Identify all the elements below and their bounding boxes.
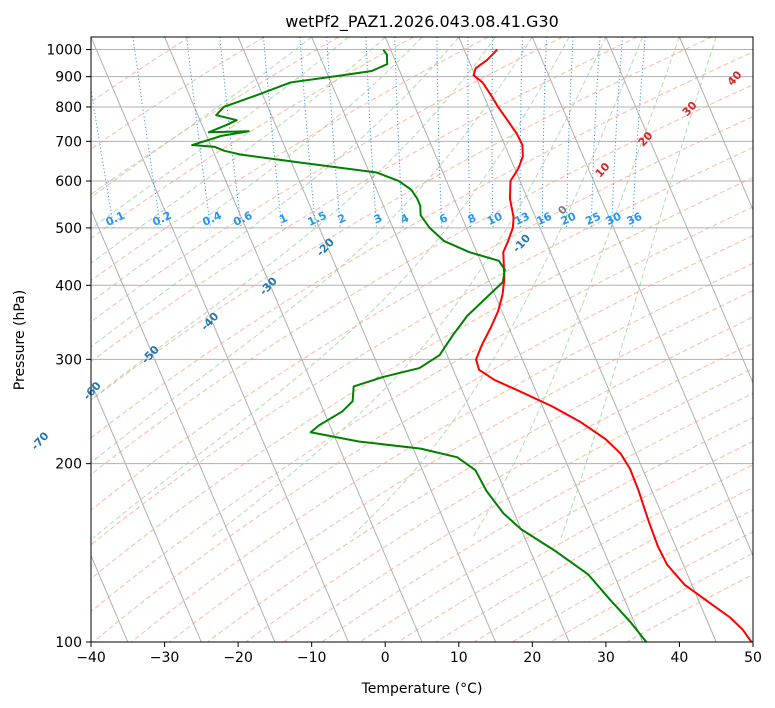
mixing-ratio-line [611,37,624,228]
plot-frame [90,36,754,643]
dry-adiabat-line [207,316,753,642]
dry-adiabat-line [91,37,414,239]
isotherm-line [164,37,423,642]
y-tick-label: 400 [55,278,82,294]
isotherm-line [384,37,644,642]
mixing-ratio-label: 30 [604,210,624,228]
dry-adiabat-line [92,234,753,642]
x-tick-label: 50 [744,650,762,666]
mixing-ratio-line [436,37,443,228]
x-tick-label: −10 [297,650,327,666]
y-tick-label: 1000 [46,43,82,59]
mixing-ratio-line [326,37,341,228]
temperature-profile-line [472,48,753,642]
dry-adiabat-line [435,464,753,642]
x-tick-label: −40 [76,650,106,666]
data-lines [191,48,753,642]
axes: −40 −30 −20 −10 0 10 20 30 40 50 100 200 300 400 500 60… [46,43,762,666]
isotherm-line [311,37,570,642]
y-tick-label: 100 [55,635,82,651]
mixing-ratio-line [566,37,574,228]
dry-adiabat-line [91,206,753,613]
dry-adiabat-line [91,146,753,546]
dry-adiabat-line [91,51,753,439]
isotherm-line [237,37,497,642]
dry-adiabat-line [321,392,753,642]
dry-adiabat-line [245,342,753,642]
mixing-ratio-line [519,37,523,228]
x-axis-label: Temperature (°C) [361,681,483,697]
mixing-ratio-label: 25 [583,210,602,228]
isotherm-line [531,37,753,557]
chart-title: wetPf2_PAZ1.2026.043.08.41.G30 [285,12,559,32]
y-axis-label: Pressure (hPa) [12,290,28,390]
isotherm-line [91,208,276,642]
mixing-ratio-label: 16 [535,210,555,228]
mixing-ratio-line [394,37,404,228]
x-tick-label: 0 [381,650,390,666]
mixing-ratio-line [365,37,377,228]
isotherm-line [91,37,349,642]
y-tick-label: 300 [55,352,82,368]
dewpoint-profile-line [191,48,648,642]
mixing-ratio-line [590,37,601,228]
mixing-ratio-label: 20 [559,210,579,228]
dry-adiabat-line [91,84,753,476]
dry-adiabat-line [91,37,712,401]
mixing-ratio-line [467,37,471,228]
dry-adiabat-line [91,37,638,363]
mixing-ratio-label: 36 [625,210,645,228]
x-tick-label: 30 [597,650,615,666]
dry-adiabat-line [131,262,753,642]
dry-adiabat-line [91,116,753,511]
y-tick-label: 500 [55,221,82,237]
y-tick-label: 700 [55,134,82,150]
dry-adiabat-line [359,417,753,642]
x-tick-label: 20 [523,650,541,666]
mixing-ratio-line [541,37,548,228]
dry-adiabat-line [91,37,265,150]
mixing-ratio-label: 10 [485,210,505,228]
mixing-ratio-label: 13 [512,210,531,228]
isotherm-line [91,381,202,642]
y-tick-label: 600 [55,174,82,190]
isotherm-line [458,37,717,642]
x-tick-label: 40 [671,650,689,666]
dry-adiabat-line [473,486,753,642]
mixing-ratio-line [491,37,494,228]
x-tick-label: −20 [223,650,253,666]
mixing-ratio-line [631,37,646,228]
x-tick-label: −30 [150,650,180,666]
isotherm-line [678,37,753,212]
x-tick-label: 10 [450,650,468,666]
y-tick-label: 200 [55,457,82,473]
y-tick-label: 900 [55,70,82,86]
y-tick-label: 800 [55,100,82,116]
background-lines [91,37,753,642]
isotherm-line [605,37,753,384]
